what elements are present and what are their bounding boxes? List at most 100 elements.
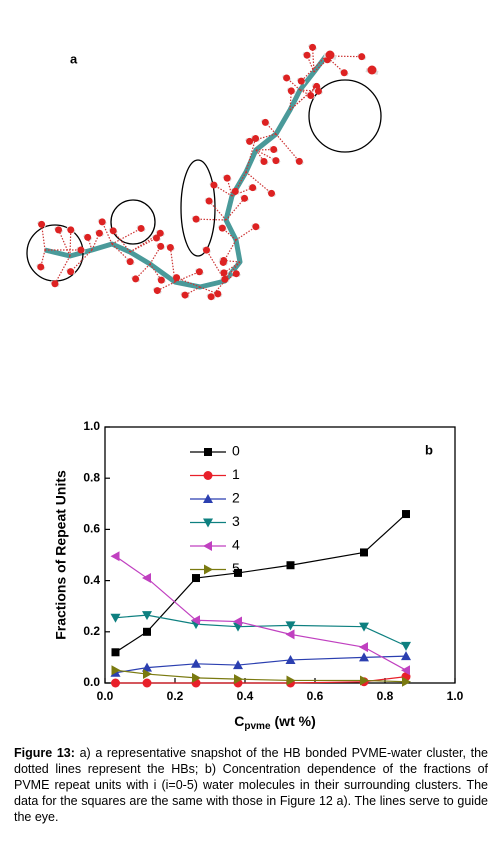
- oxygen-atom: [249, 184, 257, 192]
- marker: [359, 652, 369, 662]
- hydrogen-bond: [54, 255, 71, 285]
- oxygen-atom: [173, 274, 181, 282]
- hydrogen-bond: [70, 249, 93, 273]
- hydrogen-bond: [311, 47, 315, 73]
- hydrogen-bond: [41, 224, 46, 251]
- oxygen-atom: [246, 137, 254, 145]
- y-tick-label: 0.2: [83, 624, 100, 638]
- oxygen-atom: [137, 224, 145, 232]
- hydrogen-bond: [87, 237, 93, 251]
- hydrogen-bond: [213, 184, 233, 197]
- marker: [401, 665, 410, 676]
- marker: [233, 616, 242, 627]
- hydrogen-bond: [275, 133, 300, 162]
- oxygen-atom: [232, 270, 240, 278]
- oxygen-atom: [260, 158, 268, 166]
- oxygen-atom: [367, 65, 377, 75]
- marker: [192, 574, 200, 583]
- legend-marker: [203, 471, 213, 480]
- oxygen-atom: [157, 276, 165, 284]
- oxygen-atom: [314, 87, 322, 95]
- y-tick-label: 0.0: [83, 675, 100, 689]
- x-tick-label: 0.6: [307, 689, 324, 703]
- hydrogen-bond: [210, 280, 226, 298]
- oxygen-atom: [220, 269, 228, 277]
- oxygen-atom: [55, 226, 63, 234]
- oxygen-atom: [270, 146, 278, 154]
- oxygen-atom: [153, 287, 161, 295]
- marker: [192, 672, 201, 683]
- oxygen-atom: [287, 87, 295, 95]
- marker: [142, 611, 152, 621]
- hydrogen-bond: [111, 227, 142, 245]
- oxygen-atom: [51, 280, 59, 288]
- marker: [111, 665, 121, 676]
- oxygen-atom: [252, 135, 260, 143]
- chart: 0.0 0.2 0.4 0.6 0.8 1.0 0.0 0.2 0.4 0.6 0.8 1.0 Frac…: [53, 419, 464, 731]
- x-tick-label: 0.0: [97, 689, 114, 703]
- oxygen-atom: [109, 227, 117, 235]
- marker: [234, 568, 242, 577]
- hydrogen-bond: [196, 218, 227, 221]
- x-label-sub: pvme: [244, 721, 271, 732]
- legend-label: 2: [232, 490, 240, 506]
- oxygen-atom: [340, 69, 348, 77]
- hydrogen-bond: [129, 237, 157, 253]
- marker: [234, 674, 243, 685]
- marker: [286, 675, 296, 686]
- oxygen-atom: [268, 189, 276, 197]
- oxygen-atom: [283, 74, 291, 82]
- oxygen-atom: [38, 220, 46, 228]
- marker: [402, 510, 410, 519]
- marker: [142, 678, 152, 688]
- panel-label: b: [425, 442, 433, 457]
- oxygen-atom: [37, 263, 45, 271]
- oxygen-atom: [231, 187, 239, 195]
- series-line: [115, 614, 407, 647]
- highlight-circle: [308, 79, 382, 153]
- oxygen-atom: [210, 181, 218, 189]
- oxygen-atom: [126, 258, 134, 266]
- hydrogen-bond: [234, 171, 247, 192]
- hydrogen-bond: [255, 149, 265, 162]
- oxygen-atom: [84, 233, 92, 241]
- marker: [359, 622, 369, 632]
- hydrogen-bond: [69, 229, 72, 257]
- marker: [143, 669, 152, 680]
- oxygen-atom: [95, 229, 103, 237]
- oxygen-atom: [132, 275, 140, 283]
- marker: [285, 621, 296, 631]
- hydrogen-bond: [224, 261, 241, 280]
- marker: [286, 561, 295, 570]
- oxygen-atom: [67, 226, 75, 234]
- polymer-chain: [44, 54, 328, 290]
- panel-label: a: [70, 51, 78, 66]
- oxygen-atom: [325, 50, 335, 60]
- legend-label: 1: [232, 466, 240, 482]
- oxygen-atom: [295, 157, 303, 165]
- x-tick-label: 0.2: [167, 689, 184, 703]
- marker: [142, 573, 151, 584]
- oxygen-atom: [307, 92, 315, 100]
- series-line: [115, 555, 407, 671]
- oxygen-atom: [77, 246, 85, 254]
- legend-marker: [204, 564, 213, 575]
- oxygen-atom: [221, 275, 229, 283]
- marker: [285, 654, 296, 664]
- marker: [111, 648, 120, 657]
- marker: [191, 658, 201, 668]
- oxygen-atom: [358, 53, 366, 61]
- marker: [233, 660, 243, 670]
- oxygen-atom: [156, 229, 164, 237]
- oxygen-atom: [218, 224, 226, 232]
- x-tick-label: 1.0: [447, 689, 464, 703]
- oxygen-atom: [252, 223, 260, 231]
- oxygen-atom: [241, 194, 249, 202]
- x-tick-label: 0.8: [377, 689, 394, 703]
- x-label-main: C: [234, 713, 244, 729]
- oxygen-atom: [272, 157, 280, 165]
- oxygen-atom: [309, 43, 317, 51]
- molecular-snapshot: [26, 43, 382, 301]
- marker: [111, 678, 120, 688]
